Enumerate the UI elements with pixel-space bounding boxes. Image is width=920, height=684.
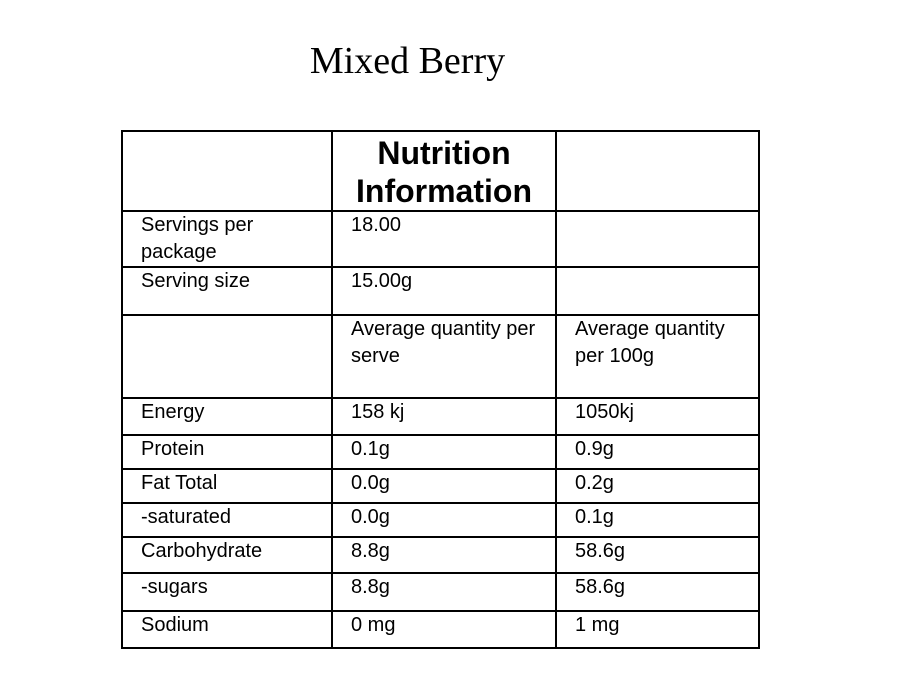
cell-serve: 0.0g — [331, 468, 557, 504]
nutrient-row: Sodium 0 mg 1 mg — [121, 610, 760, 649]
cell-serve: 8.8g — [331, 536, 557, 574]
info-row: Average quantity per serve Average quanti… — [121, 314, 760, 399]
nutrient-row: Protein 0.1g 0.9g — [121, 434, 760, 470]
cell-label: -sugars — [121, 572, 333, 612]
cell-serve: 15.00g — [331, 266, 557, 316]
cell-serve: Average quantity per serve — [331, 314, 557, 399]
cell-label: Energy — [121, 397, 333, 436]
header-cell — [121, 130, 333, 212]
cell-label: Fat Total — [121, 468, 333, 504]
cell-per100: 1050kj — [555, 397, 760, 436]
cell-serve: 0.0g — [331, 502, 557, 538]
cell-per100: 0.9g — [555, 434, 760, 470]
cell-serve: 158 kj — [331, 397, 557, 436]
cell-serve: 0.1g — [331, 434, 557, 470]
cell-label — [121, 314, 333, 399]
nutrient-row: Carbohydrate 8.8g 58.6g — [121, 536, 760, 574]
cell-serve: 8.8g — [331, 572, 557, 612]
cell-per100: 58.6g — [555, 536, 760, 574]
cell-per100: 0.1g — [555, 502, 760, 538]
cell-per100: 0.2g — [555, 468, 760, 504]
cell-label: -saturated — [121, 502, 333, 538]
cell-per100: 58.6g — [555, 572, 760, 612]
cell-serve: 18.00 — [331, 210, 557, 268]
info-row: Serving size 15.00g — [121, 266, 760, 316]
table-heading: Nutrition Information — [331, 130, 557, 212]
cell-per100: Average quantity per 100g — [555, 314, 760, 399]
cell-serve: 0 mg — [331, 610, 557, 649]
header-row: Nutrition Information — [121, 130, 760, 212]
header-cell — [555, 130, 760, 212]
cell-label: Sodium — [121, 610, 333, 649]
document-title: Mixed Berry — [309, 40, 506, 82]
nutrient-row: Fat Total 0.0g 0.2g — [121, 468, 760, 504]
nutrient-row: Energy 158 kj 1050kj — [121, 397, 760, 436]
cell-label: Serving size — [121, 266, 333, 316]
nutrition-table: Nutrition Information Servings per packa… — [121, 130, 760, 649]
cell-per100 — [555, 210, 760, 268]
cell-label: Protein — [121, 434, 333, 470]
nutrient-row: -saturated 0.0g 0.1g — [121, 502, 760, 538]
info-row: Servings per package 18.00 — [121, 210, 760, 268]
cell-per100 — [555, 266, 760, 316]
cell-per100: 1 mg — [555, 610, 760, 649]
cell-label: Carbohydrate — [121, 536, 333, 574]
nutrient-row: -sugars 8.8g 58.6g — [121, 572, 760, 612]
cell-label: Servings per package — [121, 210, 333, 268]
